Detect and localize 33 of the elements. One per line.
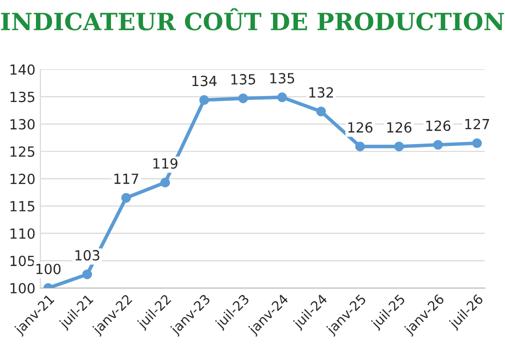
y-tick-label: 125 [10, 146, 34, 157]
data-label: 132 [309, 87, 333, 98]
data-label: 119 [153, 158, 178, 169]
data-label: 126 [348, 122, 372, 133]
point [160, 178, 170, 188]
point [394, 142, 404, 152]
point [238, 94, 248, 104]
point [433, 140, 443, 150]
point [199, 95, 209, 105]
y-tick-label: 110 [10, 228, 35, 239]
data-label: 103 [75, 250, 100, 261]
data-label: 135 [270, 72, 294, 84]
chart-title: INDICATEUR COÛT DE PRODUCTION [1, 8, 504, 30]
data-label: 126 [387, 122, 412, 133]
y-tick-label: 140 [10, 64, 35, 75]
point [472, 138, 482, 148]
data-label: 126 [426, 120, 450, 132]
y-tick-label: 105 [10, 256, 34, 266]
point [82, 269, 92, 280]
data-label: 127 [465, 118, 490, 130]
point [277, 92, 287, 102]
data-label: 100 [36, 264, 61, 274]
y-tick-label: 135 [10, 92, 34, 102]
y-tick-label: 115 [10, 201, 34, 212]
data-label: 135 [231, 74, 256, 85]
y-tick-label: 130 [10, 119, 35, 130]
data-label: 117 [114, 174, 138, 184]
point [121, 192, 132, 203]
y-tick-label: 100 [10, 282, 35, 294]
point [316, 106, 326, 116]
data-label: 134 [192, 76, 217, 86]
y-tick-label: 120 [10, 174, 35, 184]
point [355, 142, 365, 152]
